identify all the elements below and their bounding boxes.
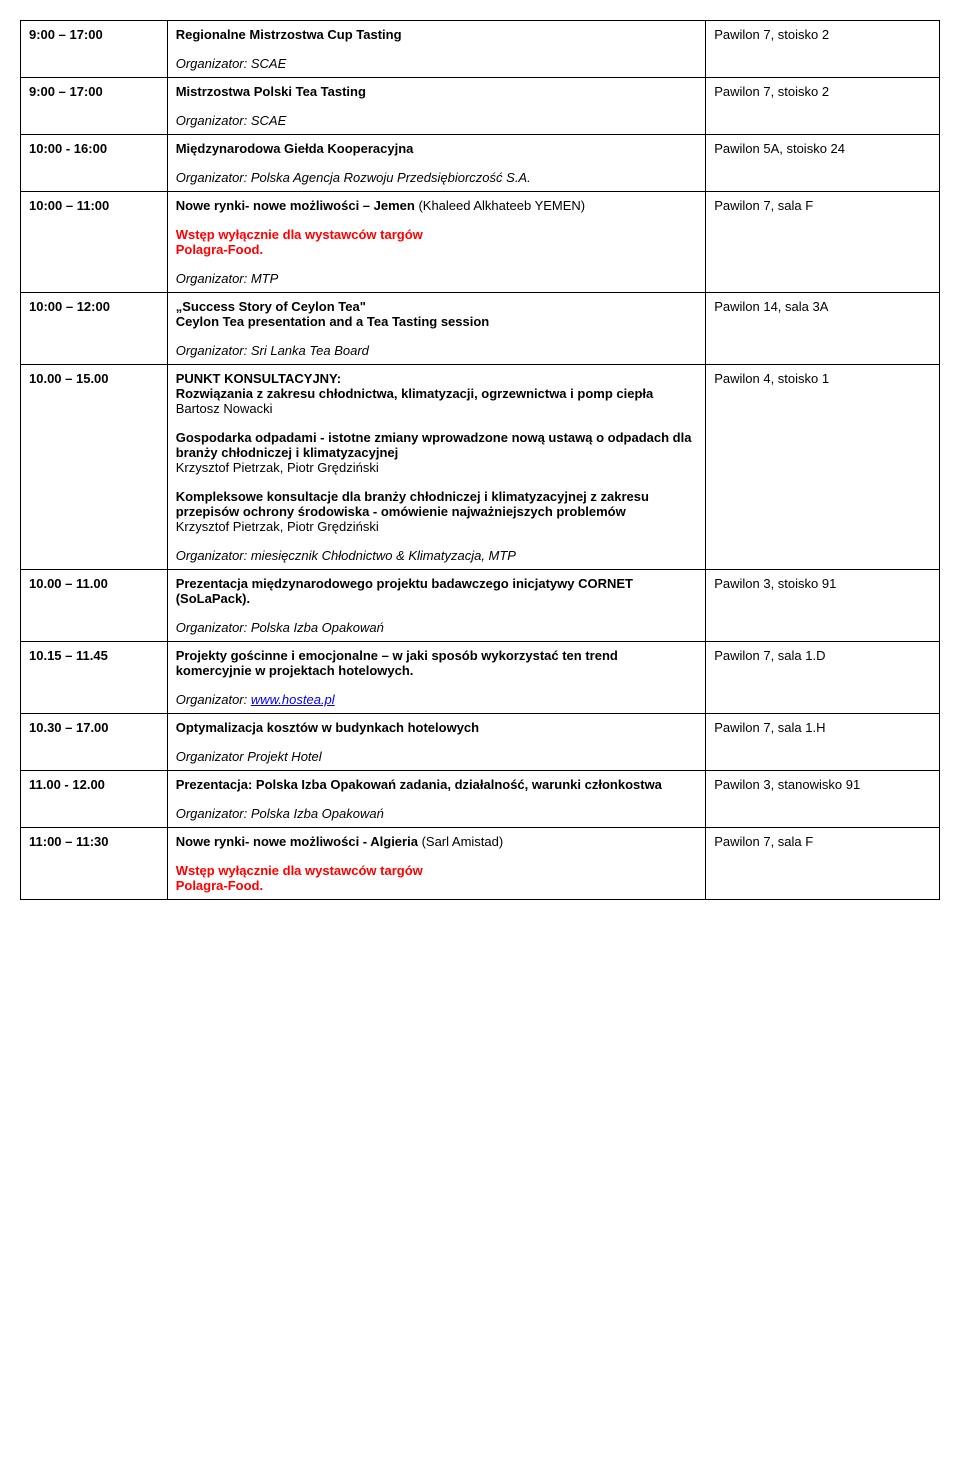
organizer: Organizator: SCAE: [176, 113, 698, 128]
desc-cell: Mistrzostwa Polski Tea Tasting Organizat…: [167, 78, 706, 135]
time-cell: 11.00 - 12.00: [21, 771, 168, 828]
title-plain: (Khaleed Alkhateeb YEMEN): [418, 198, 585, 213]
location-cell: Pawilon 14, sala 3A: [706, 293, 940, 365]
author: Krzysztof Pietrzak, Piotr Grędziński: [176, 519, 698, 534]
table-row: 10:00 - 16:00 Międzynarodowa Giełda Koop…: [21, 135, 940, 192]
organizer: Organizator: Sri Lanka Tea Board: [176, 343, 698, 358]
table-row: 10:00 – 11:00 Nowe rynki- nowe możliwośc…: [21, 192, 940, 293]
desc-cell: Projekty gościnne i emocjonalne – w jaki…: [167, 642, 706, 714]
table-row: 9:00 – 17:00 Regionalne Mistrzostwa Cup …: [21, 21, 940, 78]
desc-cell: Nowe rynki- nowe możliwości – Jemen (Kha…: [167, 192, 706, 293]
event-title: Mistrzostwa Polski Tea Tasting: [176, 84, 698, 99]
event-title: „Success Story of Ceylon Tea": [176, 299, 698, 314]
restriction-text: Polagra-Food.: [176, 242, 698, 257]
event-title: Regionalne Mistrzostwa Cup Tasting: [176, 27, 698, 42]
event-title: Ceylon Tea presentation and a Tea Tastin…: [176, 314, 698, 329]
location-cell: Pawilon 7, stoisko 2: [706, 21, 940, 78]
desc-cell: Nowe rynki- nowe możliwości - Algieria (…: [167, 828, 706, 900]
location-cell: Pawilon 7, sala F: [706, 828, 940, 900]
table-row: 10.00 – 15.00 PUNKT KONSULTACYJNY: Rozwi…: [21, 365, 940, 570]
time-cell: 10.00 – 15.00: [21, 365, 168, 570]
organizer: Organizator: Polska Izba Opakowań: [176, 806, 698, 821]
event-title: Projekty gościnne i emocjonalne – w jaki…: [176, 648, 698, 678]
restriction-text: Wstęp wyłącznie dla wystawców targów: [176, 227, 698, 242]
desc-cell: Regionalne Mistrzostwa Cup Tasting Organ…: [167, 21, 706, 78]
event-title: Nowe rynki- nowe możliwości - Algieria (…: [176, 834, 698, 849]
event-title: Prezentacja: Polska Izba Opakowań zadani…: [176, 777, 698, 792]
desc-cell: Międzynarodowa Giełda Kooperacyjna Organ…: [167, 135, 706, 192]
desc-cell: Optymalizacja kosztów w budynkach hotelo…: [167, 714, 706, 771]
punkt-title: PUNKT KONSULTACYJNY:: [176, 371, 698, 386]
location-cell: Pawilon 7, sala 1.D: [706, 642, 940, 714]
location-cell: Pawilon 3, stanowisko 91: [706, 771, 940, 828]
table-row: 10.15 – 11.45 Projekty gościnne i emocjo…: [21, 642, 940, 714]
time-cell: 10:00 – 12:00: [21, 293, 168, 365]
location-cell: Pawilon 7, stoisko 2: [706, 78, 940, 135]
time-cell: 11:00 – 11:30: [21, 828, 168, 900]
schedule-table: 9:00 – 17:00 Regionalne Mistrzostwa Cup …: [20, 20, 940, 900]
time-cell: 9:00 – 17:00: [21, 21, 168, 78]
time-cell: 10:00 – 11:00: [21, 192, 168, 293]
event-title: Prezentacja międzynarodowego projektu ba…: [176, 576, 698, 606]
location-cell: Pawilon 5A, stoisko 24: [706, 135, 940, 192]
desc-cell: Prezentacja: Polska Izba Opakowań zadani…: [167, 771, 706, 828]
table-row: 9:00 – 17:00 Mistrzostwa Polski Tea Tast…: [21, 78, 940, 135]
organizer-link[interactable]: www.hostea.pl: [251, 692, 335, 707]
table-row: 10:00 – 12:00 „Success Story of Ceylon T…: [21, 293, 940, 365]
event-title: Nowe rynki- nowe możliwości – Jemen (Kha…: [176, 198, 698, 213]
org-prefix: Organizator:: [176, 692, 251, 707]
organizer: Organizator: Polska Agencja Rozwoju Prze…: [176, 170, 698, 185]
desc-cell: „Success Story of Ceylon Tea" Ceylon Tea…: [167, 293, 706, 365]
organizer: Organizator: SCAE: [176, 56, 698, 71]
table-row: 10.30 – 17.00 Optymalizacja kosztów w bu…: [21, 714, 940, 771]
location-cell: Pawilon 4, stoisko 1: [706, 365, 940, 570]
location-cell: Pawilon 3, stoisko 91: [706, 570, 940, 642]
organizer: Organizator: Polska Izba Opakowań: [176, 620, 698, 635]
title-bold: Nowe rynki- nowe możliwości - Algieria: [176, 834, 422, 849]
organizer: Organizator: www.hostea.pl: [176, 692, 698, 707]
desc-cell: PUNKT KONSULTACYJNY: Rozwiązania z zakre…: [167, 365, 706, 570]
desc-cell: Prezentacja międzynarodowego projektu ba…: [167, 570, 706, 642]
time-cell: 10.15 – 11.45: [21, 642, 168, 714]
title-plain: (Sarl Amistad): [422, 834, 504, 849]
author: Bartosz Nowacki: [176, 401, 698, 416]
restriction-text: Wstęp wyłącznie dla wystawców targów: [176, 863, 698, 878]
location-cell: Pawilon 7, sala 1.H: [706, 714, 940, 771]
table-row: 11:00 – 11:30 Nowe rynki- nowe możliwośc…: [21, 828, 940, 900]
punkt-body: Kompleksowe konsultacje dla branży chłod…: [176, 489, 698, 519]
event-title: Optymalizacja kosztów w budynkach hotelo…: [176, 720, 698, 735]
punkt-body: Rozwiązania z zakresu chłodnictwa, klima…: [176, 386, 698, 401]
event-title: Międzynarodowa Giełda Kooperacyjna: [176, 141, 698, 156]
organizer: Organizator: MTP: [176, 271, 698, 286]
author: Krzysztof Pietrzak, Piotr Grędziński: [176, 460, 698, 475]
organizer: Organizator: miesięcznik Chłodnictwo & K…: [176, 548, 698, 563]
time-cell: 10.30 – 17.00: [21, 714, 168, 771]
restriction-text: Polagra-Food.: [176, 878, 698, 893]
organizer: Organizator Projekt Hotel: [176, 749, 698, 764]
time-cell: 9:00 – 17:00: [21, 78, 168, 135]
time-cell: 10.00 – 11.00: [21, 570, 168, 642]
punkt-body: Gospodarka odpadami - istotne zmiany wpr…: [176, 430, 698, 460]
time-cell: 10:00 - 16:00: [21, 135, 168, 192]
title-bold: Nowe rynki- nowe możliwości – Jemen: [176, 198, 419, 213]
table-row: 10.00 – 11.00 Prezentacja międzynarodowe…: [21, 570, 940, 642]
location-cell: Pawilon 7, sala F: [706, 192, 940, 293]
table-row: 11.00 - 12.00 Prezentacja: Polska Izba O…: [21, 771, 940, 828]
